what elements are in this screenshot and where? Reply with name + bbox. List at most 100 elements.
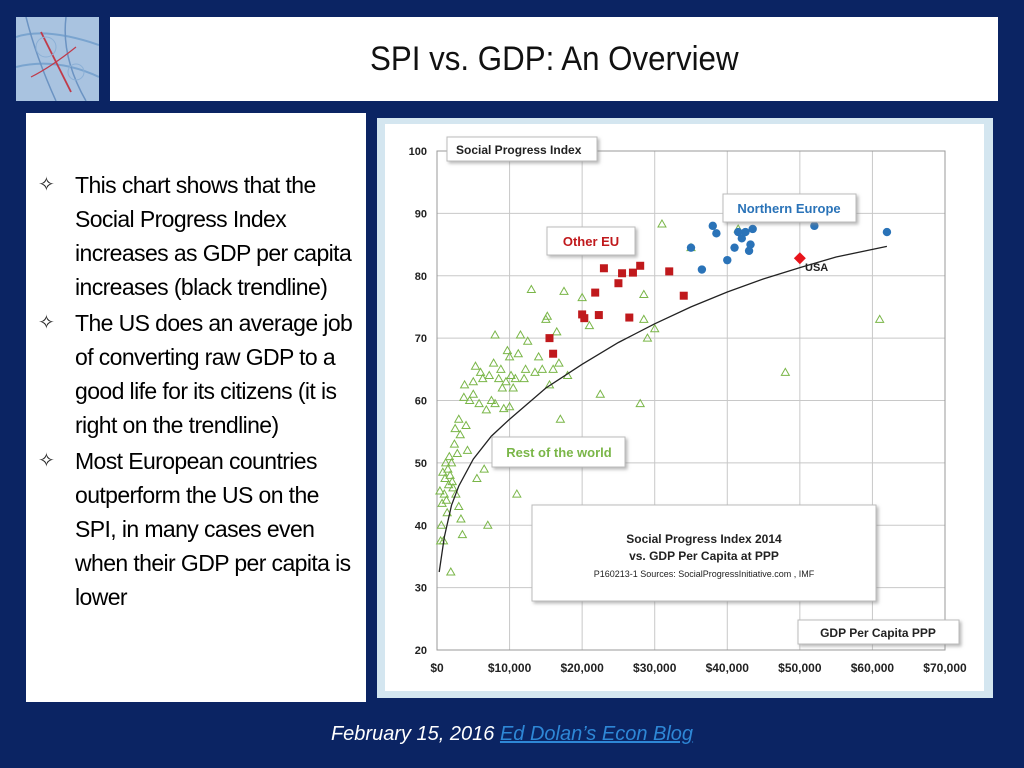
rest-of-world-point xyxy=(488,358,499,367)
rest-of-world-point xyxy=(445,567,456,576)
rest-of-world-point xyxy=(468,389,479,398)
slide-title: SPI vs. GDP: An Overview xyxy=(369,39,739,78)
rest-of-world-point xyxy=(481,404,492,414)
northern-europe-point xyxy=(746,240,755,249)
trendline-layer xyxy=(438,245,888,573)
rest-of-world-point xyxy=(462,445,473,454)
rest-of-world-point xyxy=(449,439,460,448)
chart-subtitle: vs. GDP Per Capita at PPP xyxy=(629,549,779,563)
rest-of-world-point xyxy=(440,457,451,467)
rest-of-world-point xyxy=(436,520,447,529)
other-eu-point xyxy=(625,313,634,322)
rest-of-world-point xyxy=(504,351,515,361)
four-pointed-star-outline-icon: ✧ xyxy=(38,312,55,334)
rest-of-world-point xyxy=(461,420,471,429)
four-pointed-star-outline-icon: ✧ xyxy=(38,450,55,472)
rest-of-world-point xyxy=(448,482,458,492)
data-points xyxy=(435,218,892,576)
x-tick-label: $60,000 xyxy=(851,661,895,675)
other-eu-point xyxy=(614,279,623,288)
x-tick-label: $40,000 xyxy=(706,661,750,675)
rest-of-world-point xyxy=(584,320,595,330)
y-tick-label: 100 xyxy=(409,146,427,158)
text-panel: ✧ This chart shows that the Social Progre… xyxy=(26,113,366,702)
x-tick-label: $0 xyxy=(430,661,444,675)
rest-of-world-point xyxy=(451,489,461,498)
rest-of-world-point xyxy=(441,495,452,504)
footer: February 15, 2016 Ed Dolan’s Econ Blog xyxy=(0,723,1024,746)
rest-of-world-point xyxy=(511,489,522,498)
rest-of-world-point xyxy=(513,348,524,358)
other-eu-point xyxy=(618,269,627,278)
rest-of-world-point xyxy=(595,389,606,398)
xlabel-box: GDP Per Capita PPP xyxy=(797,619,960,645)
bullet-text: Most European countries outperform the U… xyxy=(75,448,351,610)
rest-of-world-point xyxy=(548,364,558,373)
rest-of-world-point xyxy=(474,398,484,408)
rest-of-world-point xyxy=(445,470,455,479)
rest-of-world-point xyxy=(504,401,515,411)
rest-of-world-point xyxy=(657,218,667,228)
northern-europe-point xyxy=(748,224,757,234)
y-tick-label: 60 xyxy=(415,396,427,408)
trendline xyxy=(438,245,888,573)
y-tick-label: 80 xyxy=(415,271,427,283)
rest-of-world-point xyxy=(443,464,453,473)
other-eu-label: Other EU xyxy=(563,234,619,249)
rest-of-world-point xyxy=(577,292,588,302)
chart-area: 20 30 40 50 60 70 80 90 100 $0 $10,000 $20,000 $30,0… xyxy=(385,124,984,691)
rest-of-world-point xyxy=(459,379,470,389)
rest-of-world-point xyxy=(502,345,513,355)
x-tick-label: $10,000 xyxy=(488,661,532,675)
other-eu-point xyxy=(580,314,589,323)
title-box: SPI vs. GDP: An Overview xyxy=(110,17,998,101)
blog-link[interactable]: Ed Dolan’s Econ Blog xyxy=(499,723,694,745)
rest-of-world-point xyxy=(477,373,488,383)
y-tick-label: 40 xyxy=(415,520,427,532)
rest-of-world-point xyxy=(479,464,490,473)
rest-of-world-point xyxy=(484,370,495,380)
rest-of-world-point xyxy=(638,314,649,323)
other-eu-point xyxy=(636,261,645,270)
rest-of-world-point xyxy=(452,448,463,458)
y-tick-label: 70 xyxy=(415,333,427,345)
rest-of-world-point xyxy=(510,373,521,383)
rest-of-world-point xyxy=(464,395,475,404)
y-tick-label: 30 xyxy=(415,583,427,595)
rest-of-world-point xyxy=(497,383,508,392)
blog-logo xyxy=(16,17,99,101)
rest-of-world-label-box: Rest of the world xyxy=(491,436,626,468)
rest-of-world-point xyxy=(468,376,479,386)
rest-of-world-point xyxy=(542,311,553,320)
rest-of-world-point xyxy=(455,429,466,439)
northern-europe-point xyxy=(741,227,750,237)
northern-europe-point xyxy=(733,227,743,237)
rest-of-world-point xyxy=(551,326,562,336)
rest-of-world-point xyxy=(435,485,445,495)
scatter-chart: 20 30 40 50 60 70 80 90 100 $0 $10,000 $20,000 $30,0… xyxy=(409,136,967,675)
bullet-text: This chart shows that the Social Progres… xyxy=(75,172,352,300)
rest-of-world-point xyxy=(554,358,564,367)
usa-label: USA xyxy=(805,262,828,274)
rest-of-world-point xyxy=(501,376,511,386)
rest-of-world-point xyxy=(496,364,506,373)
usa-point xyxy=(793,252,806,265)
x-axis-label: GDP Per Capita PPP xyxy=(820,626,936,640)
rest-of-world-point xyxy=(559,286,569,295)
rest-of-world-point xyxy=(475,367,486,376)
rest-of-world-point xyxy=(446,457,457,467)
bullet-list: ✧ This chart shows that the Social Progre… xyxy=(38,168,360,614)
rest-of-world-point xyxy=(470,361,481,370)
y-tick-label: 90 xyxy=(415,208,427,220)
four-pointed-star-outline-icon: ✧ xyxy=(38,174,55,196)
rest-of-world-point xyxy=(508,383,519,392)
rest-of-world-point xyxy=(439,489,450,498)
rest-of-world-point xyxy=(442,507,453,517)
northern-europe-label-box: Northern Europe xyxy=(722,193,857,223)
chart-title: Social Progress Index 2014 xyxy=(626,532,782,546)
bullet-item: ✧ The US does an average job of convertin… xyxy=(38,306,360,442)
rest-of-world-point xyxy=(506,370,516,380)
x-tick-label: $50,000 xyxy=(778,661,822,675)
plot-border xyxy=(436,150,946,651)
rest-of-world-point xyxy=(649,323,660,333)
